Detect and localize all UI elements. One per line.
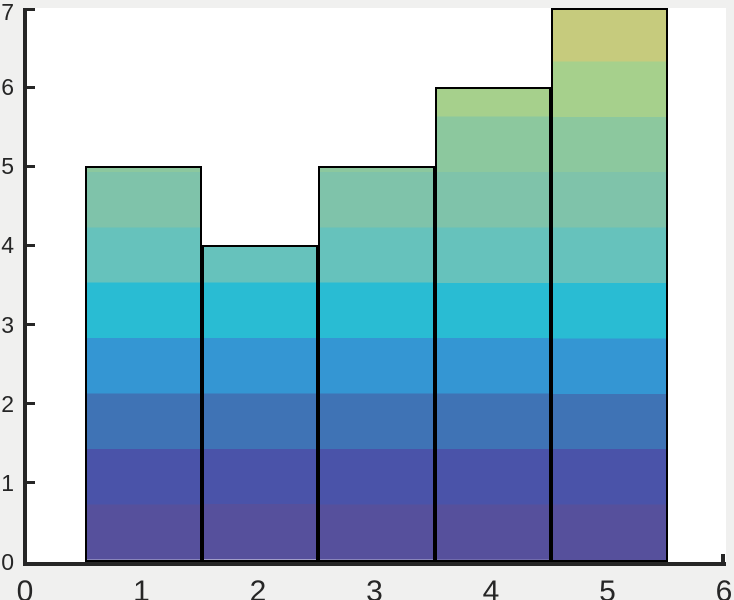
x-tick-label: 1 [133,575,150,600]
y-tick-mark [27,85,35,89]
x-tick-label: 6 [715,575,733,600]
x-tick-mark [721,554,725,562]
y-tick-mark [27,402,35,406]
y-tick-label: 4 [1,232,14,259]
bar-x1 [85,166,202,562]
y-tick-label: 7 [1,0,14,25]
bar-x4 [434,87,552,562]
y-tick-label: 0 [1,549,14,575]
y-tick-mark [27,481,35,485]
bars-layer [27,8,726,562]
y-tick-mark [27,164,35,168]
y-tick-mark [27,8,35,11]
ticks-layer [27,8,726,562]
y-tick-label: 3 [1,311,14,338]
y-tick-mark [27,323,35,327]
bar-x3 [318,166,435,562]
y-tick-mark [27,243,35,247]
y-tick-label: 5 [1,153,14,180]
x-tick-label: 0 [16,575,34,600]
y-tick-label: 2 [1,390,14,417]
y-tick-label: 6 [1,74,14,101]
bar-x2 [201,245,319,562]
x-tick-label: 4 [482,575,500,600]
x-tick-label: 2 [249,575,267,600]
y-tick-label: 1 [1,469,14,496]
x-tick-label: 5 [599,575,616,600]
plot-area [23,8,726,566]
bar-x5 [551,8,668,562]
x-tick-label: 3 [366,575,383,600]
